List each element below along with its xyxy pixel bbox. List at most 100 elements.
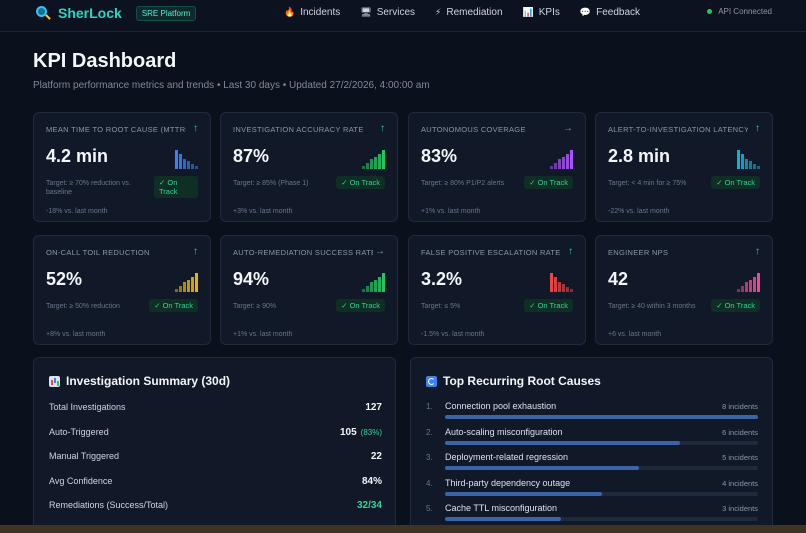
kpi-delta: +6 vs. last month — [608, 331, 662, 338]
summary-number: 32/34 — [356, 500, 382, 511]
status-badge: ✓ On Track — [524, 299, 573, 312]
kpi-value: 94% — [233, 269, 270, 289]
summary-value: 32/34 — [357, 500, 382, 511]
sparkline-bar — [382, 273, 385, 292]
trend-arrow-icon: ↑ — [193, 123, 198, 134]
kpi-card[interactable]: Investigation Accuracy Rate ↑ 87% Target: ≥… — [220, 112, 398, 222]
kpi-name: Autonomous Coverage — [421, 125, 526, 134]
nav-item-incidents[interactable]: 🔥 Incidents — [284, 7, 340, 18]
kpi-name: On-Call Toil Reduction — [46, 248, 150, 257]
bar-chart-icon: 📊 — [522, 6, 534, 17]
sparkline-bar — [550, 166, 553, 169]
kpi-target: Target: ≥ 70% reduction vs. baseline — [46, 180, 131, 196]
speech-bubble-icon: 💬 — [579, 6, 592, 17]
bottom-strip — [0, 525, 806, 533]
sparkline-bar — [570, 289, 573, 292]
sparkline-bar — [175, 289, 178, 292]
sparkline — [549, 273, 573, 292]
summary-number: 22 — [370, 451, 382, 462]
kpi-delta: -18% vs. last month — [46, 208, 108, 215]
status-badge: ✓ On Track — [154, 176, 198, 198]
kpi-value: 83% — [421, 146, 458, 166]
cause-bar-fill — [445, 517, 561, 521]
cause-name: Auto-scaling misconfiguration — [445, 426, 563, 437]
summary-value: 22 — [371, 451, 382, 462]
fire-icon: 🔥 — [284, 6, 296, 17]
cause-count: 4 incidents — [722, 478, 758, 488]
sparkline-bar — [195, 273, 198, 292]
sparkline-bar — [741, 154, 744, 169]
cause-bar-track — [445, 491, 758, 496]
summary-row: Auto-Triggered 105 (83%) — [49, 427, 382, 438]
nav-item-kpis[interactable]: 📊 KPIs — [523, 7, 560, 18]
kpi-card[interactable]: False Positive Escalation Rate ↑ 3.2% Targe… — [408, 235, 586, 345]
nav-label: Remediation — [446, 6, 503, 18]
cause-count: 6 incidents — [722, 427, 758, 437]
cause-count: 8 incidents — [722, 402, 758, 411]
sparkline-bar — [374, 157, 377, 169]
sparkline-bar — [737, 289, 740, 292]
sparkline-bar — [370, 159, 373, 169]
summary-label: Remediations (Success/Total) — [49, 500, 169, 510]
nav-item-services[interactable]: 🖥 Services — [360, 7, 415, 18]
cause-bar-fill — [445, 415, 758, 419]
cause-bar-track — [445, 517, 758, 521]
summary-value: 105 (83%) — [340, 427, 382, 438]
sparkline-bar — [757, 273, 760, 292]
cause-rank: 5. — [426, 504, 433, 513]
brand[interactable]: SherLock SRE Platform — [35, 5, 197, 21]
kpi-delta: +1% vs. last month — [233, 331, 293, 338]
nav-item-feedback[interactable]: 💬 Feedback — [580, 7, 640, 18]
cause-bar-track — [445, 466, 758, 470]
nav-label: Services — [376, 6, 416, 18]
kpi-card[interactable]: Alert-to-Investigation Latency ↑ 2.8 min Ta… — [595, 112, 773, 222]
sparkline-bar — [179, 286, 182, 292]
nav-item-remediation[interactable]: ⚡ Remediation — [435, 7, 502, 18]
kpi-name: Mean Time to Root Cause (MTTRC) — [46, 125, 186, 134]
kpi-value: 4.2 min — [46, 146, 109, 166]
summary-value: 84% — [362, 476, 382, 487]
cause-rank: 2. — [426, 427, 433, 437]
kpi-card[interactable]: Engineer NPS ↑ 42 Target: ≥ 40 within 3 mon… — [595, 235, 773, 345]
summary-number: 105 — [339, 426, 357, 438]
panel-title: Investigation Summary (30d) — [49, 374, 230, 388]
sparkline-bar — [737, 150, 740, 169]
kpi-card[interactable]: Auto-Remediation Success Rate → 94% Target:… — [220, 235, 398, 345]
top-navigation-bar: SherLock SRE Platform 🔥 Incidents 🖥 Servic… — [0, 0, 806, 32]
trend-arrow-icon: → — [375, 246, 385, 257]
kpi-card[interactable]: Mean Time to Root Cause (MTTRC) ↑ 4.2 min T… — [33, 112, 211, 222]
kpi-card[interactable]: On-Call Toil Reduction ↑ 52% Target: ≥ 50% … — [33, 235, 211, 345]
sparkline-bar — [757, 166, 760, 169]
sparkline-bar — [191, 277, 194, 292]
sparkline — [361, 150, 385, 169]
sparkline-bar — [378, 154, 381, 169]
trend-arrow-icon: ↑ — [568, 246, 573, 257]
investigation-summary-panel: Investigation Summary (30d) Total Invest… — [33, 357, 396, 533]
sparkline-bar — [554, 277, 557, 292]
summary-row: Remediations (Success/Total) 32/34 — [49, 500, 382, 511]
summary-row: Avg Confidence 84% — [49, 476, 382, 487]
sparkline — [736, 273, 760, 292]
kpi-card[interactable]: Autonomous Coverage → 83% Target: ≥ 80% P1/… — [408, 112, 586, 222]
summary-title: Investigation Summary (30d) — [66, 374, 231, 388]
summary-row: Manual Triggered 22 — [49, 451, 382, 462]
sparkline-bar — [366, 286, 369, 292]
cause-name: Third-party dependency outage — [445, 477, 571, 488]
platform-badge: SRE Platform — [135, 5, 197, 21]
magnifier-logo-icon — [35, 5, 51, 21]
summary-label: Auto-Triggered — [49, 426, 109, 437]
status-badge: ✓ On Track — [711, 299, 760, 312]
brand-name: SherLock — [58, 5, 122, 21]
api-status: API Connected — [707, 7, 772, 16]
summary-label: Manual Triggered — [49, 451, 120, 461]
sparkline-bar — [753, 164, 756, 169]
kpi-delta: -22% vs. last month — [608, 208, 670, 215]
kpi-target: Target: ≥ 90% — [233, 303, 277, 310]
kpi-target: Target: ≥ 80% P1/P2 alerts — [421, 180, 505, 187]
summary-percent: (83%) — [360, 427, 382, 437]
cause-bar-fill — [445, 440, 680, 445]
cause-name: Deployment-related regression — [445, 452, 569, 462]
kpi-value: 52% — [46, 269, 83, 289]
cause-name: Connection pool exhaustion — [445, 401, 557, 411]
sparkline-bar — [566, 154, 569, 169]
